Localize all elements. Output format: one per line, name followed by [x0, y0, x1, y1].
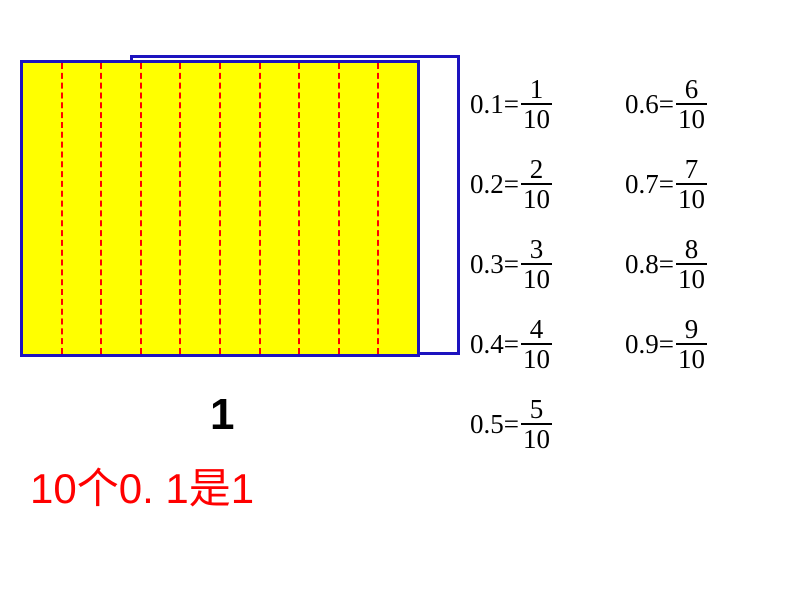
equation: 0.8=810: [625, 235, 707, 294]
fraction-numerator: 5: [524, 395, 550, 423]
tenth-strip: [379, 63, 417, 354]
fraction-numerator: 2: [524, 155, 550, 183]
equation-decimal: 0.9=: [625, 329, 674, 360]
fraction: 610: [676, 75, 707, 134]
equation: 0.2=210: [470, 155, 552, 214]
fraction: 110: [521, 75, 552, 134]
fraction-numerator: 3: [524, 235, 550, 263]
fraction: 210: [521, 155, 552, 214]
equation-decimal: 0.8=: [625, 249, 674, 280]
tenth-strip: [261, 63, 301, 354]
tenth-strip: [181, 63, 221, 354]
tenth-strip: [221, 63, 261, 354]
fraction: 410: [521, 315, 552, 374]
equation-decimal: 0.6=: [625, 89, 674, 120]
tenth-strip: [142, 63, 182, 354]
equation: 0.5=510: [470, 395, 552, 454]
tenths-diagram: [20, 55, 450, 360]
equation-decimal: 0.2=: [470, 169, 519, 200]
fraction-denominator: 10: [676, 185, 707, 213]
equation-decimal: 0.1=: [470, 89, 519, 120]
caption-text: 10个0. 1是1: [30, 455, 254, 516]
fraction-numerator: 8: [679, 235, 705, 263]
fraction-numerator: 4: [524, 315, 550, 343]
equation: 0.4=410: [470, 315, 552, 374]
tenth-strip: [300, 63, 340, 354]
equation-decimal: 0.4=: [470, 329, 519, 360]
equation: 0.9=910: [625, 315, 707, 374]
fraction-denominator: 10: [521, 425, 552, 453]
fraction-denominator: 10: [521, 185, 552, 213]
fraction-denominator: 10: [676, 345, 707, 373]
equation-decimal: 0.3=: [470, 249, 519, 280]
fraction-numerator: 6: [679, 75, 705, 103]
tenth-strip: [340, 63, 380, 354]
fraction: 510: [521, 395, 552, 454]
equation: 0.6=610: [625, 75, 707, 134]
equation: 0.3=310: [470, 235, 552, 294]
equation: 0.7=710: [625, 155, 707, 214]
equation: 0.1=110: [470, 75, 552, 134]
tenth-strip: [102, 63, 142, 354]
fraction: 310: [521, 235, 552, 294]
fraction-numerator: 1: [524, 75, 550, 103]
fraction-denominator: 10: [676, 265, 707, 293]
fraction-denominator: 10: [521, 265, 552, 293]
tenth-strip: [23, 63, 63, 354]
shaded-tenths: [20, 60, 420, 357]
equation-decimal: 0.7=: [625, 169, 674, 200]
fraction: 710: [676, 155, 707, 214]
equation-decimal: 0.5=: [470, 409, 519, 440]
fraction-denominator: 10: [676, 105, 707, 133]
fraction-numerator: 9: [679, 315, 705, 343]
fraction: 910: [676, 315, 707, 374]
tenth-strip: [63, 63, 103, 354]
fraction-numerator: 7: [679, 155, 705, 183]
fraction-denominator: 10: [521, 105, 552, 133]
fraction-denominator: 10: [521, 345, 552, 373]
fraction: 810: [676, 235, 707, 294]
label-one: 1: [210, 390, 234, 440]
